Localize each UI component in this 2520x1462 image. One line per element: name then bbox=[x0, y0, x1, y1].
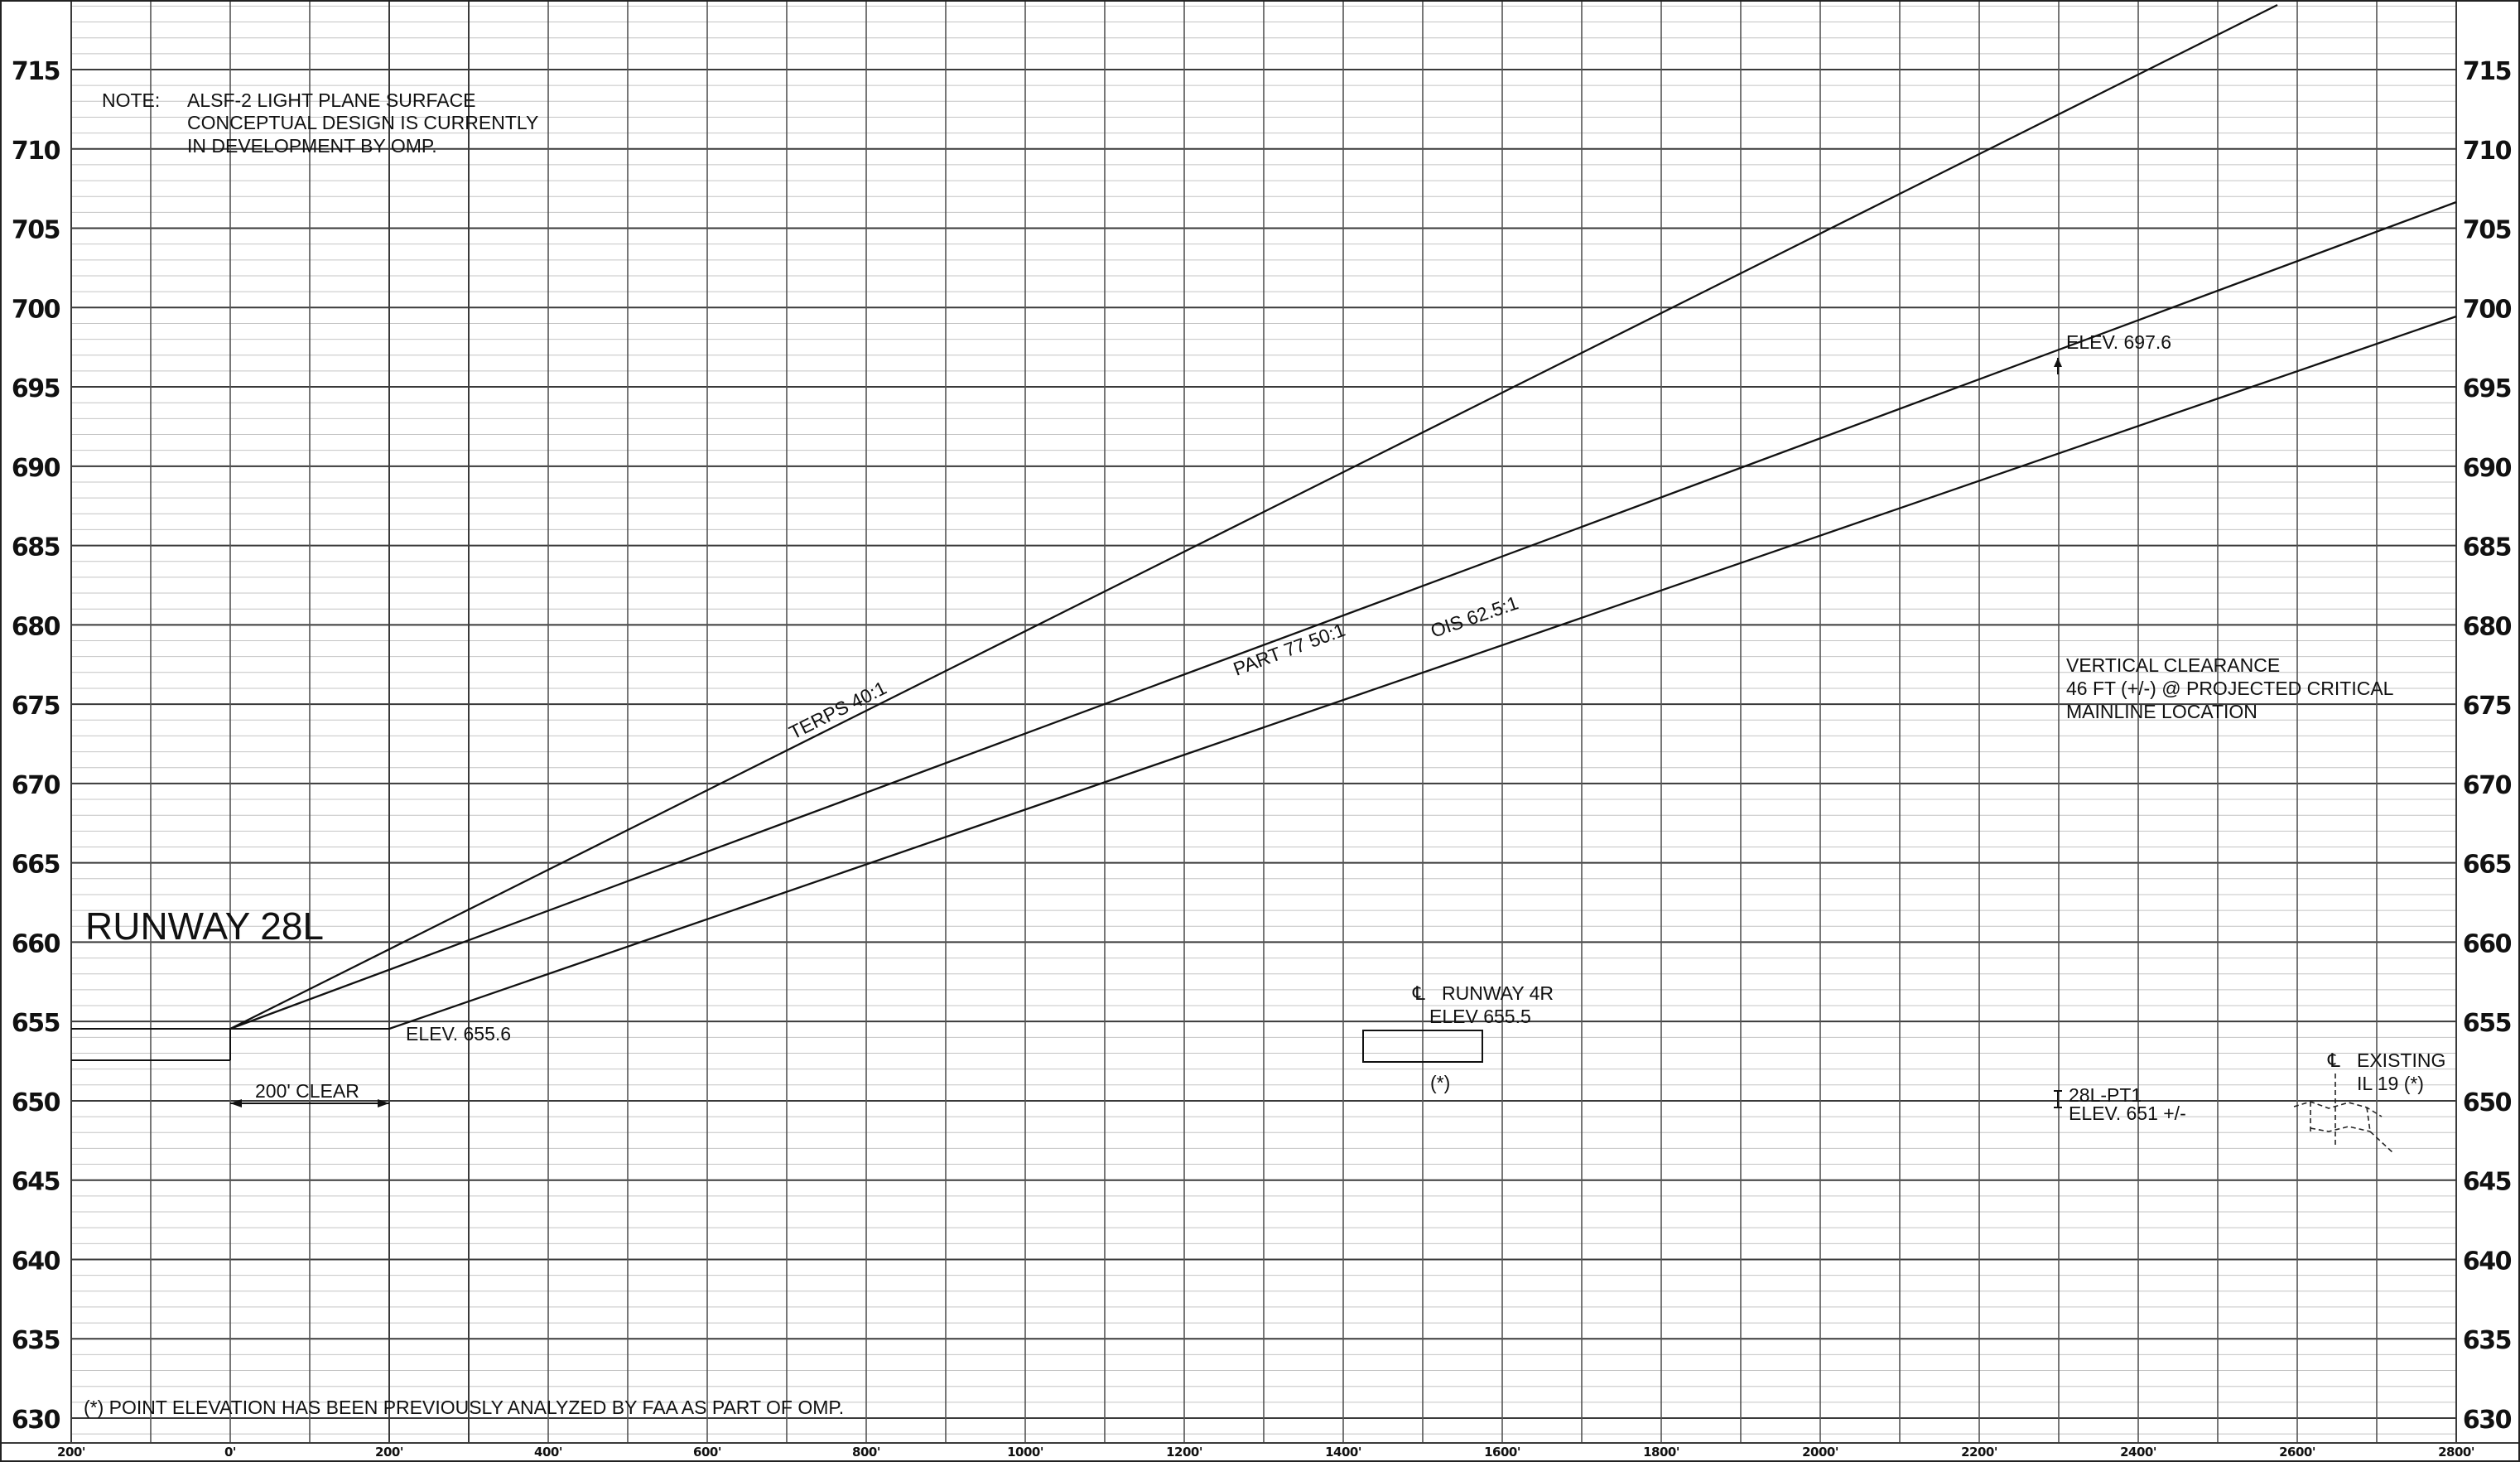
point-28l-pt1-marker bbox=[2054, 1090, 2062, 1108]
elevation-axis-left: 715 710 705 700 695 690 685 680 675 670 665 660 655 6… bbox=[12, 57, 61, 1435]
point-28l-pt1-elevation-label: ELEV. 651 +/- bbox=[2069, 1103, 2186, 1124]
elevation-axis-right: 715 710 705 700 695 690 685 680 675 670 665 660 655 6… bbox=[2463, 57, 2513, 1435]
elevation-tick-label-left: 660 bbox=[12, 929, 60, 958]
elevation-tick-label-right: 715 bbox=[2463, 57, 2511, 86]
distance-tick-label: 2800' bbox=[2438, 1445, 2474, 1460]
elevation-tick-label-left: 700 bbox=[12, 295, 60, 324]
runway-4r-centerline-symbol: ℄ bbox=[1412, 982, 1425, 1004]
distance-tick-label: 1800' bbox=[1643, 1445, 1679, 1460]
terps-40-1-surface bbox=[229, 3, 2278, 1030]
distance-tick-label: 1600' bbox=[1484, 1445, 1520, 1460]
elevation-tick-label-left: 715 bbox=[12, 57, 60, 86]
elevation-tick-label-right: 635 bbox=[2463, 1326, 2511, 1355]
note-line-1: ALSF-2 LIGHT PLANE SURFACE bbox=[187, 89, 476, 111]
elevation-tick-label-right: 660 bbox=[2463, 929, 2512, 958]
existing-il19-top-edge bbox=[2293, 1101, 2383, 1117]
distance-tick-label: 2600' bbox=[2279, 1445, 2315, 1460]
critical-point-elevation-label: ELEV. 697.6 bbox=[2066, 331, 2171, 353]
elevation-tick-label-right: 680 bbox=[2463, 612, 2512, 641]
existing-il19-label: EXISTING bbox=[2357, 1049, 2445, 1071]
elevation-tick-label-left: 630 bbox=[12, 1406, 60, 1435]
runway-4r-elevation-label: ELEV 655.5 bbox=[1429, 1006, 1531, 1027]
elevation-tick-label-right: 675 bbox=[2463, 692, 2511, 721]
footnote-text: (*) POINT ELEVATION HAS BEEN PREVIOUSLY … bbox=[84, 1397, 844, 1418]
vertical-clearance-line-3: MAINLINE LOCATION bbox=[2066, 701, 2257, 722]
elevation-tick-label-left: 695 bbox=[12, 374, 60, 403]
elevation-tick-label-right: 670 bbox=[2463, 771, 2512, 800]
clear-zone-arrow-right bbox=[378, 1099, 389, 1107]
note-line-2: CONCEPTUAL DESIGN IS CURRENTLY bbox=[187, 112, 538, 133]
distance-tick-label: 2200' bbox=[1961, 1445, 1997, 1460]
elevation-tick-label-right: 650 bbox=[2463, 1088, 2512, 1117]
elevation-tick-label-right: 695 bbox=[2463, 374, 2511, 403]
elevation-tick-label-left: 680 bbox=[12, 612, 60, 641]
elevation-tick-label-left: 645 bbox=[12, 1168, 60, 1197]
elevation-tick-label-right: 685 bbox=[2463, 533, 2511, 562]
elevation-tick-label-left: 650 bbox=[12, 1088, 60, 1117]
elevation-tick-label-left: 685 bbox=[12, 533, 60, 562]
distance-tick-label: 600' bbox=[693, 1445, 721, 1460]
part77-50-1-surface bbox=[229, 200, 2457, 1030]
elevation-tick-label-right: 645 bbox=[2463, 1168, 2511, 1197]
clear-zone-label: 200' CLEAR bbox=[255, 1080, 359, 1102]
clear-zone-dimension bbox=[230, 1099, 389, 1107]
distance-tick-label: 200' bbox=[57, 1445, 85, 1460]
runway-4r-label: RUNWAY 4R bbox=[1442, 982, 1554, 1004]
existing-il19-sublabel: IL 19 (*) bbox=[2357, 1073, 2424, 1094]
note-line-3: IN DEVELOPMENT BY OMP. bbox=[187, 135, 437, 157]
runway-4r-section bbox=[1362, 1030, 1483, 1063]
elevation-tick-label-left: 710 bbox=[12, 137, 60, 166]
vertical-clearance-line-2: 46 FT (+/-) @ PROJECTED CRITICAL bbox=[2066, 678, 2394, 699]
elevation-tick-label-right: 700 bbox=[2463, 295, 2512, 324]
distance-tick-label: 800' bbox=[852, 1445, 880, 1460]
elevation-tick-label-left: 665 bbox=[12, 851, 60, 880]
distance-tick-label: 400' bbox=[534, 1445, 562, 1460]
elevation-tick-label-right: 710 bbox=[2463, 137, 2512, 166]
distance-tick-label: 0' bbox=[224, 1445, 236, 1460]
runway-4r-footnote-mark: (*) bbox=[1430, 1072, 1450, 1093]
elevation-tick-label-right: 655 bbox=[2463, 1009, 2511, 1038]
elevation-tick-label-right: 665 bbox=[2463, 851, 2511, 880]
elevation-tick-label-left: 640 bbox=[12, 1247, 60, 1276]
existing-il19-slope-line bbox=[2369, 1131, 2394, 1154]
distance-tick-label: 1200' bbox=[1166, 1445, 1202, 1460]
elevation-tick-label-left: 705 bbox=[12, 216, 60, 245]
distance-tick-label: 2400' bbox=[2120, 1445, 2156, 1460]
elevation-tick-label-left: 670 bbox=[12, 771, 60, 800]
elevation-tick-label-left: 690 bbox=[12, 454, 60, 483]
note-prefix: NOTE: bbox=[102, 89, 160, 111]
existing-il19-bottom-edge bbox=[2310, 1126, 2371, 1132]
clear-zone-arrow-left bbox=[230, 1099, 242, 1107]
runway-title: RUNWAY 28L bbox=[85, 905, 324, 948]
point-28l-pt1-label: 28L-PT1 bbox=[2069, 1084, 2142, 1106]
distance-axis: 200' 0' 200' 400' 600' 800' 1000' 1200' 1400' 160… bbox=[57, 1445, 2474, 1460]
critical-point-arrow bbox=[2054, 358, 2062, 367]
existing-il19-centerline-symbol: ℄ bbox=[2327, 1049, 2340, 1071]
ois-62-5-1-surface bbox=[388, 315, 2457, 1030]
elevation-tick-label-right: 640 bbox=[2463, 1247, 2512, 1276]
distance-tick-label: 1000' bbox=[1007, 1445, 1043, 1460]
distance-tick-label: 200' bbox=[375, 1445, 403, 1460]
elevation-tick-label-left: 635 bbox=[12, 1326, 60, 1355]
elevation-tick-label-left: 675 bbox=[12, 692, 60, 721]
elevation-tick-label-right: 705 bbox=[2463, 216, 2511, 245]
existing-il19-section bbox=[2293, 1074, 2394, 1154]
elevation-tick-label-right: 690 bbox=[2463, 454, 2512, 483]
runway-end-elevation-label: ELEV. 655.6 bbox=[406, 1023, 511, 1045]
vertical-clearance-line-1: VERTICAL CLEARANCE bbox=[2066, 654, 2280, 676]
elevation-tick-label-right: 630 bbox=[2463, 1406, 2512, 1435]
elevation-tick-label-left: 655 bbox=[12, 1009, 60, 1038]
distance-tick-label: 1400' bbox=[1325, 1445, 1361, 1460]
distance-tick-label: 2000' bbox=[1802, 1445, 1838, 1460]
existing-il19-right-edge bbox=[2366, 1107, 2371, 1132]
